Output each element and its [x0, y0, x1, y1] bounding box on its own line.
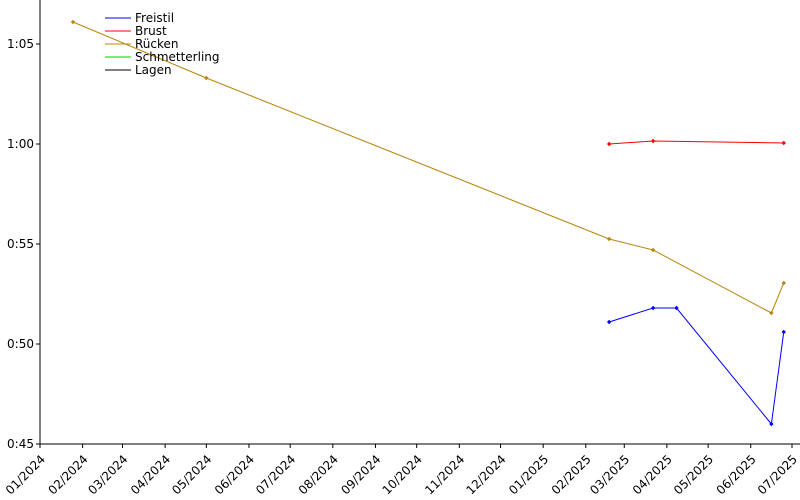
x-tick-label: 01/2024 — [3, 452, 48, 497]
x-tick-label: 05/2025 — [671, 452, 716, 497]
data-point-ruecken — [606, 236, 612, 242]
x-tick-label: 11/2024 — [422, 452, 467, 497]
legend-label: Lagen — [135, 63, 172, 77]
series-line-brust — [609, 140, 784, 145]
x-tick-label: 06/2025 — [714, 452, 759, 497]
data-point-ruecken — [769, 310, 774, 316]
data-point-brust — [650, 138, 656, 144]
y-tick-label: 0:45 — [7, 437, 34, 451]
x-tick-label: 04/2025 — [630, 452, 675, 497]
x-tick-label: 08/2024 — [296, 452, 341, 497]
x-tick-label: 10/2024 — [380, 452, 425, 497]
y-tick-label: 0:50 — [7, 337, 34, 351]
data-point-ruecken — [204, 75, 209, 81]
series-layer — [70, 19, 786, 427]
series-line-freistil — [609, 307, 785, 426]
legend-label: Rücken — [135, 37, 179, 51]
data-point-brust — [606, 141, 612, 147]
x-tick-label: 03/2025 — [587, 452, 632, 497]
data-point-freistil — [650, 305, 656, 311]
data-point-freistil — [781, 329, 786, 335]
y-tick-label: 0:55 — [7, 237, 34, 251]
legend-label: Schmetterling — [135, 50, 220, 64]
legend-label: Brust — [135, 24, 167, 38]
data-point-freistil — [674, 305, 679, 311]
data-point-ruecken — [650, 247, 656, 253]
x-tick-label: 07/2025 — [755, 452, 800, 497]
x-tick-label: 07/2024 — [253, 452, 298, 497]
x-tick-label: 04/2024 — [128, 452, 173, 497]
x-tick-label: 05/2024 — [169, 452, 214, 497]
y-tick-label: 1:05 — [7, 37, 34, 51]
x-tick-label: 01/2025 — [506, 452, 551, 497]
legend-label: Freistil — [135, 11, 174, 25]
data-point-ruecken — [781, 280, 786, 286]
axes: 0:450:500:551:001:0501/202402/202403/202… — [3, 0, 800, 497]
x-tick-label: 06/2024 — [212, 452, 257, 497]
data-point-freistil — [769, 421, 774, 427]
data-point-ruecken — [70, 19, 76, 25]
x-tick-label: 02/2025 — [549, 452, 594, 497]
data-point-freistil — [606, 319, 612, 325]
series-line-ruecken — [72, 21, 785, 314]
x-tick-label: 03/2024 — [85, 452, 130, 497]
x-tick-label: 12/2024 — [463, 452, 508, 497]
data-point-brust — [781, 140, 786, 146]
y-tick-label: 1:00 — [7, 137, 34, 151]
x-tick-label: 09/2024 — [338, 452, 383, 497]
x-tick-label: 02/2024 — [46, 452, 91, 497]
